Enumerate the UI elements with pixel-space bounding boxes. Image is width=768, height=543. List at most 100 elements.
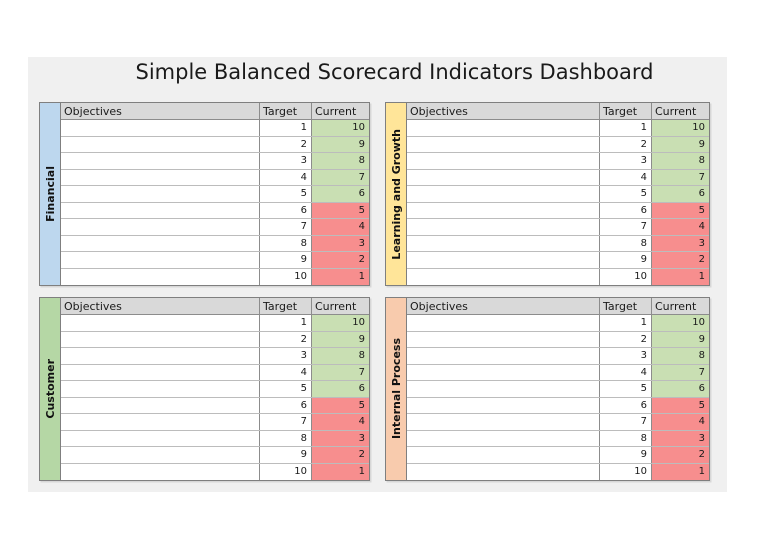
objective-cell — [407, 348, 599, 364]
target-cell: 6 — [259, 397, 311, 413]
objective-cell — [407, 365, 599, 381]
current-cell: 2 — [651, 252, 709, 268]
current-cell: 4 — [651, 414, 709, 430]
target-cell: 5 — [599, 186, 651, 202]
objective-cell — [61, 315, 259, 331]
table-body: 1 10 2 9 3 8 4 7 5 6 6 5 7 4 8 3 9 2 10 1 — [61, 120, 369, 285]
col-header-current: Current — [311, 298, 369, 314]
table-row: 10 1 — [61, 268, 369, 286]
objective-cell — [61, 203, 259, 219]
table-row: 1 10 — [407, 120, 709, 137]
table-body: 1 10 2 9 3 8 4 7 5 6 6 5 7 4 8 3 9 2 10 1 — [407, 120, 709, 285]
perspective-sidebar: Financial — [40, 103, 61, 285]
quadrant-financial: Financial Objectives Target Current 1 10 2… — [39, 102, 370, 286]
target-cell: 10 — [599, 268, 651, 285]
target-cell: 7 — [259, 219, 311, 235]
scorecard-table: Objectives Target Current 1 10 2 9 3 8 4 7 5 6 6 5 7… — [407, 103, 709, 285]
objective-cell — [407, 464, 599, 481]
objective-cell — [61, 348, 259, 364]
current-cell: 8 — [311, 153, 369, 169]
table-body: 1 10 2 9 3 8 4 7 5 6 6 5 7 4 8 3 9 2 10 1 — [407, 315, 709, 480]
objective-cell — [61, 269, 259, 286]
current-cell: 9 — [651, 331, 709, 347]
objective-cell — [407, 170, 599, 186]
current-cell: 9 — [311, 136, 369, 152]
target-cell: 8 — [259, 430, 311, 446]
current-cell: 5 — [311, 202, 369, 218]
objective-cell — [407, 414, 599, 430]
table-body: 1 10 2 9 3 8 4 7 5 6 6 5 7 4 8 3 9 2 10 1 — [61, 315, 369, 480]
current-cell: 5 — [651, 202, 709, 218]
col-header-current: Current — [311, 103, 369, 119]
target-cell: 4 — [259, 364, 311, 380]
perspective-sidebar: Customer — [40, 298, 61, 480]
perspective-label: Learning and Growth — [389, 128, 403, 260]
scorecard-table: Objectives Target Current 1 10 2 9 3 8 4 7 5 6 6 5 7… — [61, 298, 369, 480]
objective-cell — [61, 431, 259, 447]
perspective-label: Internal Process — [389, 338, 403, 440]
perspective-sidebar: Internal Process — [386, 298, 407, 480]
objective-cell — [407, 447, 599, 463]
col-header-current: Current — [651, 103, 709, 119]
current-cell: 6 — [311, 186, 369, 202]
scorecard-table: Objectives Target Current 1 10 2 9 3 8 4 7 5 6 6 5 7… — [61, 103, 369, 285]
current-cell: 2 — [651, 447, 709, 463]
col-header-objectives: Objectives — [64, 104, 122, 118]
target-cell: 1 — [599, 315, 651, 331]
objective-cell — [61, 236, 259, 252]
table-header-row: Objectives Target Current — [61, 103, 369, 120]
table-row: 10 1 — [407, 463, 709, 481]
perspective-label: Customer — [43, 359, 57, 419]
col-header-target: Target — [599, 103, 651, 119]
target-cell: 4 — [259, 169, 311, 185]
objective-cell — [407, 431, 599, 447]
objective-cell — [61, 447, 259, 463]
current-cell: 4 — [651, 219, 709, 235]
target-cell: 8 — [259, 235, 311, 251]
perspective-label: Financial — [43, 166, 57, 222]
objective-cell — [407, 315, 599, 331]
current-cell: 2 — [311, 447, 369, 463]
table-row: 1 10 — [407, 315, 709, 332]
objective-cell — [61, 398, 259, 414]
dashboard-panel: Simple Balanced Scorecard Indicators Das… — [28, 57, 727, 492]
objective-cell — [61, 170, 259, 186]
objective-cell — [407, 186, 599, 202]
target-cell: 6 — [599, 397, 651, 413]
current-cell: 6 — [651, 381, 709, 397]
target-cell: 3 — [599, 153, 651, 169]
target-cell: 9 — [259, 447, 311, 463]
current-cell: 9 — [651, 136, 709, 152]
objective-cell — [407, 269, 599, 286]
current-cell: 3 — [311, 235, 369, 251]
target-cell: 7 — [599, 414, 651, 430]
objective-cell — [407, 381, 599, 397]
objective-cell — [407, 153, 599, 169]
current-cell: 3 — [651, 235, 709, 251]
table-row: 1 10 — [61, 120, 369, 137]
perspective-sidebar: Learning and Growth — [386, 103, 407, 285]
col-header-objectives: Objectives — [410, 104, 468, 118]
current-cell: 8 — [651, 348, 709, 364]
current-cell: 1 — [311, 268, 369, 285]
current-cell: 7 — [311, 169, 369, 185]
objective-cell — [407, 252, 599, 268]
objective-cell — [61, 365, 259, 381]
